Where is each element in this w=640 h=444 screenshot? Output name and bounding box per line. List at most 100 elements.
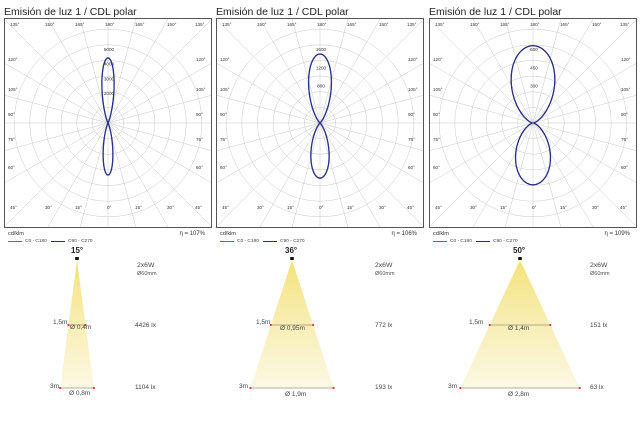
- diameter-marker: [92, 386, 95, 390]
- angle-tick-label: 120°: [8, 57, 18, 62]
- lux-label-1: 151 lx: [590, 322, 608, 329]
- luminaire-icon: [290, 257, 294, 260]
- angle-tick-label: 120°: [408, 57, 418, 62]
- angle-tick-label: 75°: [433, 137, 440, 142]
- diameter-marker: [249, 386, 252, 390]
- legend-swatch-red: [8, 240, 22, 243]
- lux-label-1: 772 lx: [375, 322, 393, 329]
- angle-tick-label: 165°: [287, 22, 297, 27]
- angle-tick-label: 180°: [317, 22, 327, 27]
- ring-value-label: 5000: [104, 47, 115, 52]
- angle-tick-label: 120°: [196, 57, 206, 62]
- angle-tick-label: 30°: [379, 205, 386, 210]
- angle-tick-label: 165°: [347, 22, 357, 27]
- ring-value-label: 1600: [316, 47, 327, 52]
- power-label: 2x6W: [137, 262, 155, 269]
- legend-c0: C0 - C180: [220, 239, 259, 244]
- diameter-marker: [488, 323, 491, 327]
- legend-label: C0 - C180: [237, 239, 259, 244]
- efficiency-label: η = 106%: [391, 231, 417, 237]
- angle-tick-label: 120°: [220, 57, 230, 62]
- legend-c90: C90 - C270: [51, 239, 93, 244]
- diameter-label-1: Ø 1,4m: [508, 325, 530, 332]
- distance-label-2: 3m: [50, 383, 60, 390]
- power-label: 2x6W: [590, 262, 608, 269]
- luminaire-icon: [518, 257, 522, 260]
- grid-spoke: [504, 19, 562, 227]
- legend-label: C90 - C270: [280, 239, 305, 244]
- angle-tick-label: 150°: [45, 22, 55, 27]
- legend-c0: C0 - C180: [433, 239, 472, 244]
- distance-label-1: 1,5m: [53, 319, 68, 326]
- light-cone: [460, 260, 580, 388]
- beam-angle-label: 36°: [285, 246, 298, 255]
- angle-tick-label: 180°: [105, 22, 115, 27]
- angle-tick-label: 30°: [592, 205, 599, 210]
- angle-tick-label: 135°: [435, 22, 445, 27]
- angle-tick-label: 180°: [530, 22, 540, 27]
- polar-chart: 135° 150° 165° 180° 165° 150° 135° 45° 30° 15° 0° 1…: [430, 19, 636, 227]
- angle-tick-label: 90°: [433, 112, 440, 117]
- diameter-label-2: Ø 1,9m: [285, 391, 307, 398]
- angle-tick-label: 15°: [135, 205, 142, 210]
- diameter-label-2: Ø 0,8m: [69, 390, 91, 397]
- ring-value-label: 2000: [104, 91, 115, 96]
- beam-diagram-15: 15° 2x6W Ø60mm 1,5m Ø 0,4m 4426 lx 3m Ø …: [0, 240, 213, 444]
- angle-tick-label: 75°: [196, 137, 203, 142]
- polar-grid: [430, 19, 636, 227]
- unit-label: cd/klm: [433, 231, 449, 237]
- angle-tick-label: 30°: [45, 205, 52, 210]
- light-cone: [250, 260, 334, 388]
- angle-tick-label: 45°: [620, 205, 627, 210]
- ring-value-label: 450: [530, 65, 538, 70]
- angle-tick-label: 60°: [408, 165, 415, 170]
- legend-swatch-red: [433, 240, 447, 243]
- polar-chart-box: 135° 150° 165° 180° 165° 150° 135° 45° 30° 15° 0° 1…: [429, 18, 637, 244]
- angle-tick-label: 105°: [220, 87, 230, 92]
- legend-c90: C90 - C270: [263, 239, 305, 244]
- lux-label-2: 193 lx: [375, 384, 393, 391]
- legend-swatch-blue: [476, 240, 490, 243]
- angle-tick-label: 135°: [10, 22, 20, 27]
- angle-tick-label: 15°: [347, 205, 354, 210]
- diameter-marker: [459, 386, 462, 390]
- angle-tick-label: 150°: [167, 22, 177, 27]
- angle-tick-label: 60°: [220, 165, 227, 170]
- polar-chart-box: 135° 150° 165° 180° 165° 150° 135° 45° 30° 15° 0° 1…: [216, 18, 424, 244]
- diameter-marker: [67, 323, 70, 327]
- angle-tick-label: 135°: [620, 22, 630, 27]
- luminaire-icon: [75, 257, 79, 260]
- angle-tick-label: 15°: [500, 205, 507, 210]
- angle-tick-label: 90°: [621, 112, 628, 117]
- size-label: Ø60mm: [590, 271, 610, 277]
- angle-tick-label: 30°: [257, 205, 264, 210]
- unit-label: cd/klm: [220, 231, 236, 237]
- distance-label-1: 1,5m: [256, 319, 271, 326]
- angle-tick-label: 15°: [287, 205, 294, 210]
- polar-chart: 135° 150° 165° 180° 165° 150° 135° 45° 30° 15° 0° 1…: [217, 19, 423, 227]
- distance-label-2: 3m: [239, 383, 249, 390]
- beam-angle-label: 50°: [513, 246, 526, 255]
- angle-tick-label: 75°: [220, 137, 227, 142]
- angle-tick-label: 45°: [435, 205, 442, 210]
- angle-tick-label: 165°: [560, 22, 570, 27]
- series-c90-curve: [307, 53, 333, 179]
- angle-tick-label: 105°: [621, 87, 631, 92]
- angle-tick-label: 90°: [408, 112, 415, 117]
- angle-tick-label: 135°: [195, 22, 205, 27]
- diameter-label-1: Ø 0,95m: [280, 325, 305, 332]
- beam-diagram-36: 36° 2x6W Ø60mm 1,5m Ø 0,95m 772 lx 3m Ø …: [213, 240, 426, 444]
- diameter-marker: [84, 323, 87, 327]
- angle-tick-label: 150°: [470, 22, 480, 27]
- angle-tick-label: 105°: [433, 87, 443, 92]
- angle-tick-label: 105°: [408, 87, 418, 92]
- diameter-marker: [59, 386, 62, 390]
- angle-tick-label: 15°: [75, 205, 82, 210]
- angle-tick-label: 60°: [196, 165, 203, 170]
- series-c90-curve: [101, 57, 115, 176]
- panel-title: Emisión de luz 1 / CDL polar: [429, 6, 562, 18]
- angle-tick-label: 165°: [500, 22, 510, 27]
- angle-tick-label: 30°: [167, 205, 174, 210]
- angle-tick-label: 45°: [222, 205, 229, 210]
- diameter-marker: [312, 323, 315, 327]
